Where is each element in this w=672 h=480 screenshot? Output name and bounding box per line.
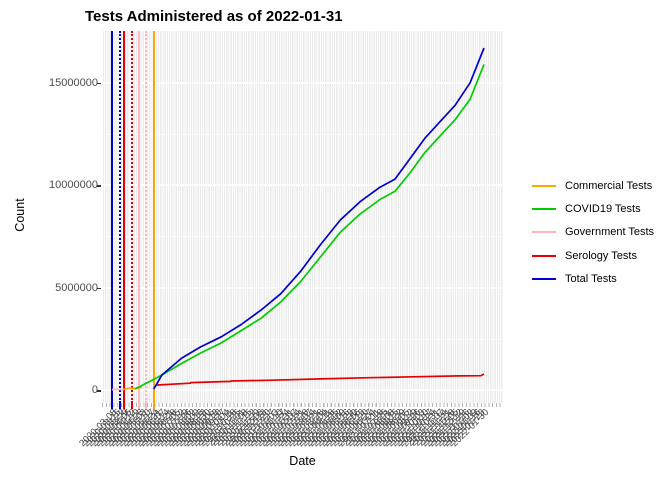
y-tick-mark [97, 287, 101, 290]
reference-vline-tick [111, 403, 113, 409]
reference-vline-tick [145, 403, 148, 409]
reference-vline [111, 31, 113, 403]
gridline-major [102, 81, 503, 84]
legend-key-line [532, 184, 556, 187]
series-line-covid19-tests [134, 64, 485, 390]
y-tick-label: 15000000 [49, 76, 98, 89]
y-tick-label: 0 [91, 384, 98, 396]
legend-item: Government Tests [524, 221, 670, 244]
legend-item: Serology Tests [524, 244, 670, 267]
series-line-serology-tests [155, 373, 485, 386]
y-tick-mark [97, 82, 101, 85]
reference-vline [152, 31, 155, 403]
reference-vline [122, 31, 125, 403]
gridline-major [102, 184, 503, 187]
y-tick-label: 10000000 [49, 179, 98, 192]
legend-item-label: Total Tests [565, 273, 617, 286]
legend-item-label: COVID19 Tests [565, 203, 641, 216]
gridline-minor [102, 134, 503, 135]
legend-key-line [532, 278, 556, 281]
legend-item-label: Commercial Tests [565, 179, 653, 192]
gridline-minor [102, 236, 503, 238]
y-tick-label: 5000000 [55, 281, 98, 294]
legend-item: Commercial Tests [524, 174, 670, 197]
legend-key-line [532, 231, 556, 234]
gridline-major [102, 389, 503, 391]
legend-item-label: Serology Tests [565, 249, 637, 262]
reference-vline-tick [122, 403, 125, 409]
legend-item: Total Tests [524, 268, 670, 291]
legend-key-line [532, 254, 556, 257]
chart-title: Tests Administered as of 2022-01-31 [85, 8, 343, 25]
reference-vline-tick [130, 403, 133, 409]
legend-item: COVID19 Tests [524, 197, 670, 220]
x-axis-title: Date [289, 454, 316, 468]
reference-vline [119, 31, 122, 403]
gridline-minor [102, 338, 503, 340]
reference-vline-tick [152, 403, 155, 409]
series-line-total-tests [153, 47, 485, 390]
legend-item-label: Government Tests [565, 226, 655, 239]
legend-key-line [532, 208, 556, 211]
x-axis-tick-marks [102, 403, 503, 407]
reference-vline [145, 31, 148, 403]
y-tick-mark [97, 390, 101, 392]
gridline-major [102, 286, 503, 289]
reference-vline [137, 31, 140, 403]
reference-vline-tick [119, 403, 122, 409]
reference-vline-tick [137, 403, 140, 409]
y-tick-mark [97, 185, 101, 187]
plot-panel [102, 31, 503, 403]
reference-vline [130, 31, 133, 403]
legend: Commercial Tests COVID19 Tests Government … [524, 174, 670, 291]
